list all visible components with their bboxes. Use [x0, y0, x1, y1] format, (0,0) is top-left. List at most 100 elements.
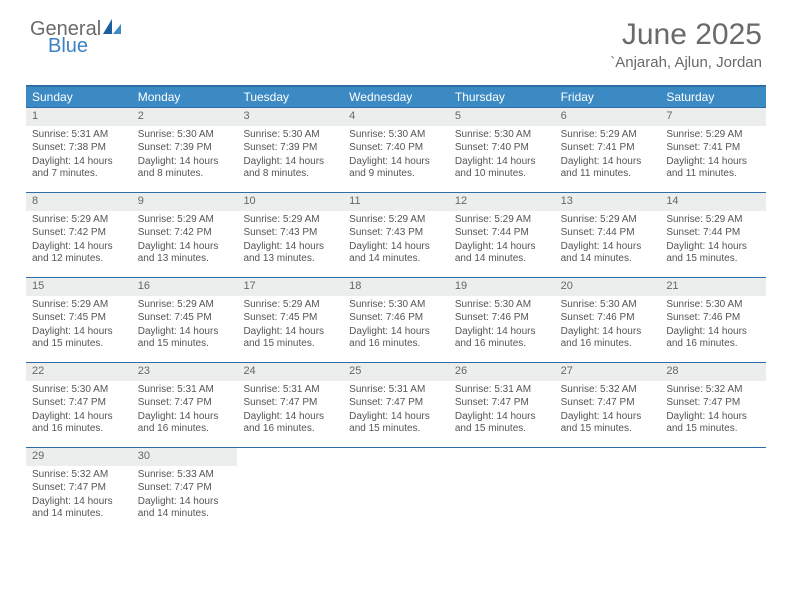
daylight-text: Daylight: 14 hours and 10 minutes. [455, 156, 549, 181]
daylight-text: Daylight: 14 hours and 16 minutes. [455, 326, 549, 351]
day-cell: 30Sunrise: 5:33 AMSunset: 7:47 PMDayligh… [132, 448, 238, 532]
day-number: 7 [660, 108, 766, 126]
day-cell: 4Sunrise: 5:30 AMSunset: 7:40 PMDaylight… [343, 108, 449, 192]
day-number: 25 [343, 363, 449, 381]
sunrise-text: Sunrise: 5:32 AM [32, 469, 126, 482]
sunrise-text: Sunrise: 5:29 AM [243, 299, 337, 312]
day-number: 20 [555, 278, 661, 296]
sunset-text: Sunset: 7:39 PM [138, 142, 232, 155]
day-body: Sunrise: 5:30 AMSunset: 7:46 PMDaylight:… [343, 296, 449, 358]
daylight-text: Daylight: 14 hours and 16 minutes. [243, 411, 337, 436]
daylight-text: Daylight: 14 hours and 11 minutes. [666, 156, 760, 181]
day-body: Sunrise: 5:29 AMSunset: 7:45 PMDaylight:… [237, 296, 343, 358]
day-body: Sunrise: 5:29 AMSunset: 7:42 PMDaylight:… [132, 211, 238, 273]
day-number: 28 [660, 363, 766, 381]
day-cell: 25Sunrise: 5:31 AMSunset: 7:47 PMDayligh… [343, 363, 449, 447]
day-number: 24 [237, 363, 343, 381]
day-number: 12 [449, 193, 555, 211]
daylight-text: Daylight: 14 hours and 14 minutes. [32, 496, 126, 521]
week-row: 8Sunrise: 5:29 AMSunset: 7:42 PMDaylight… [26, 192, 766, 277]
day-number: 6 [555, 108, 661, 126]
day-number: 3 [237, 108, 343, 126]
day-body: Sunrise: 5:30 AMSunset: 7:46 PMDaylight:… [449, 296, 555, 358]
day-number: 23 [132, 363, 238, 381]
sunset-text: Sunset: 7:44 PM [561, 227, 655, 240]
sunrise-text: Sunrise: 5:29 AM [455, 214, 549, 227]
sunset-text: Sunset: 7:39 PM [243, 142, 337, 155]
sunset-text: Sunset: 7:46 PM [455, 312, 549, 325]
sunrise-text: Sunrise: 5:29 AM [32, 299, 126, 312]
daylight-text: Daylight: 14 hours and 7 minutes. [32, 156, 126, 181]
day-body: Sunrise: 5:29 AMSunset: 7:41 PMDaylight:… [555, 126, 661, 188]
day-cell: 22Sunrise: 5:30 AMSunset: 7:47 PMDayligh… [26, 363, 132, 447]
dow-saturday: Saturday [660, 87, 766, 107]
day-cell [237, 448, 343, 532]
day-body: Sunrise: 5:30 AMSunset: 7:40 PMDaylight:… [449, 126, 555, 188]
page-title: June 2025 [610, 18, 762, 52]
sunset-text: Sunset: 7:47 PM [32, 397, 126, 410]
day-number: 13 [555, 193, 661, 211]
sunrise-text: Sunrise: 5:29 AM [666, 214, 760, 227]
title-block: June 2025 `Anjarah, Ajlun, Jordan [610, 18, 762, 71]
daylight-text: Daylight: 14 hours and 15 minutes. [561, 411, 655, 436]
sunrise-text: Sunrise: 5:32 AM [561, 384, 655, 397]
sunset-text: Sunset: 7:46 PM [561, 312, 655, 325]
day-number: 8 [26, 193, 132, 211]
sunset-text: Sunset: 7:45 PM [243, 312, 337, 325]
day-number: 21 [660, 278, 766, 296]
sunset-text: Sunset: 7:42 PM [32, 227, 126, 240]
day-number: 27 [555, 363, 661, 381]
day-cell: 3Sunrise: 5:30 AMSunset: 7:39 PMDaylight… [237, 108, 343, 192]
dow-tuesday: Tuesday [237, 87, 343, 107]
dow-sunday: Sunday [26, 87, 132, 107]
day-number: 10 [237, 193, 343, 211]
sunrise-text: Sunrise: 5:31 AM [138, 384, 232, 397]
day-number: 11 [343, 193, 449, 211]
dow-friday: Friday [555, 87, 661, 107]
sunset-text: Sunset: 7:47 PM [138, 482, 232, 495]
daylight-text: Daylight: 14 hours and 14 minutes. [349, 241, 443, 266]
day-number: 5 [449, 108, 555, 126]
day-body: Sunrise: 5:31 AMSunset: 7:47 PMDaylight:… [237, 381, 343, 443]
day-cell: 11Sunrise: 5:29 AMSunset: 7:43 PMDayligh… [343, 193, 449, 277]
day-number: 29 [26, 448, 132, 466]
day-body: Sunrise: 5:31 AMSunset: 7:47 PMDaylight:… [343, 381, 449, 443]
daylight-text: Daylight: 14 hours and 16 minutes. [561, 326, 655, 351]
sunset-text: Sunset: 7:43 PM [349, 227, 443, 240]
day-cell: 29Sunrise: 5:32 AMSunset: 7:47 PMDayligh… [26, 448, 132, 532]
sunset-text: Sunset: 7:42 PM [138, 227, 232, 240]
daylight-text: Daylight: 14 hours and 16 minutes. [666, 326, 760, 351]
sunset-text: Sunset: 7:47 PM [561, 397, 655, 410]
day-body: Sunrise: 5:29 AMSunset: 7:45 PMDaylight:… [132, 296, 238, 358]
week-row: 1Sunrise: 5:31 AMSunset: 7:38 PMDaylight… [26, 107, 766, 192]
day-cell: 28Sunrise: 5:32 AMSunset: 7:47 PMDayligh… [660, 363, 766, 447]
sunrise-text: Sunrise: 5:32 AM [666, 384, 760, 397]
sunset-text: Sunset: 7:47 PM [243, 397, 337, 410]
day-body: Sunrise: 5:30 AMSunset: 7:40 PMDaylight:… [343, 126, 449, 188]
day-of-week-header: Sunday Monday Tuesday Wednesday Thursday… [26, 87, 766, 107]
sunrise-text: Sunrise: 5:30 AM [349, 299, 443, 312]
sunset-text: Sunset: 7:41 PM [561, 142, 655, 155]
day-cell: 26Sunrise: 5:31 AMSunset: 7:47 PMDayligh… [449, 363, 555, 447]
day-cell: 19Sunrise: 5:30 AMSunset: 7:46 PMDayligh… [449, 278, 555, 362]
daylight-text: Daylight: 14 hours and 15 minutes. [666, 241, 760, 266]
week-row: 22Sunrise: 5:30 AMSunset: 7:47 PMDayligh… [26, 362, 766, 447]
dow-wednesday: Wednesday [343, 87, 449, 107]
calendar: Sunday Monday Tuesday Wednesday Thursday… [26, 85, 766, 532]
day-number: 9 [132, 193, 238, 211]
day-cell [449, 448, 555, 532]
daylight-text: Daylight: 14 hours and 11 minutes. [561, 156, 655, 181]
day-cell: 7Sunrise: 5:29 AMSunset: 7:41 PMDaylight… [660, 108, 766, 192]
day-body: Sunrise: 5:31 AMSunset: 7:38 PMDaylight:… [26, 126, 132, 188]
day-cell: 14Sunrise: 5:29 AMSunset: 7:44 PMDayligh… [660, 193, 766, 277]
day-cell: 20Sunrise: 5:30 AMSunset: 7:46 PMDayligh… [555, 278, 661, 362]
sunrise-text: Sunrise: 5:30 AM [349, 129, 443, 142]
logo: GeneralBlue [30, 18, 124, 58]
sunset-text: Sunset: 7:40 PM [455, 142, 549, 155]
sunrise-text: Sunrise: 5:30 AM [138, 129, 232, 142]
day-number: 16 [132, 278, 238, 296]
day-cell: 2Sunrise: 5:30 AMSunset: 7:39 PMDaylight… [132, 108, 238, 192]
day-cell: 9Sunrise: 5:29 AMSunset: 7:42 PMDaylight… [132, 193, 238, 277]
daylight-text: Daylight: 14 hours and 14 minutes. [561, 241, 655, 266]
sunset-text: Sunset: 7:43 PM [243, 227, 337, 240]
